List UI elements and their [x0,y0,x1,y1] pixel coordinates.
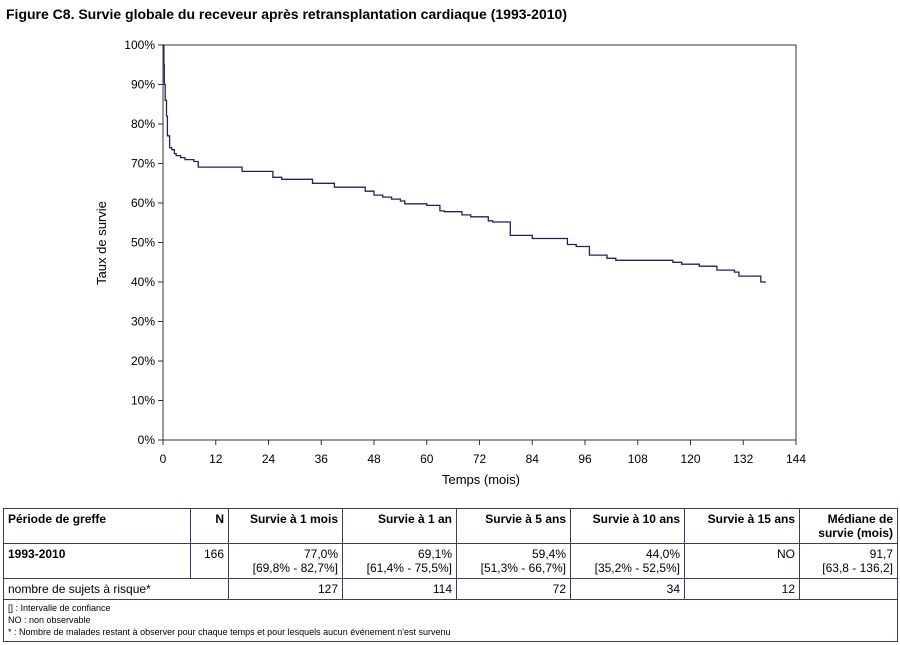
results-table: Période de greffe N Survie à 1 mois Surv… [3,508,898,642]
x-tick-label: 84 [526,452,540,466]
y-tick-label: 50% [131,236,155,250]
survival-chart: 0% 10% 20% 30% 40% 50% 60% 70% 80% 90% 100% 0 12 24 3… [94,38,806,487]
y-tick-label: 70% [131,157,155,171]
table-header-row: Période de greffe N Survie à 1 mois Surv… [3,508,898,544]
header-10-years: Survie à 10 ans [570,508,685,544]
x-axis: 0 12 24 36 48 60 72 84 96 108 120 132 144 [160,440,806,466]
median-value: 91,7 [869,547,893,561]
x-tick-label: 24 [262,452,276,466]
n-cell: 166 [190,543,229,579]
footnote-no: NO : non observable [8,615,91,625]
header-15-years: Survie à 15 ans [684,508,800,544]
x-tick-label: 0 [160,452,167,466]
figure-title: Figure C8. Survie globale du receveur ap… [6,6,567,22]
x-tick-label: 12 [209,452,223,466]
survival-value: 69,1% [417,547,452,561]
header-period: Période de greffe [3,508,191,544]
survival-15-years-cell: NO [684,543,800,579]
table-row: 1993-2010 166 77,0% [69,8% - 82,7%] 69,1… [3,543,898,579]
confidence-interval: [51,3% - 66,7%] [480,561,566,575]
survival-value: 77,0% [303,547,338,561]
header-5-years: Survie à 5 ans [456,508,571,544]
plot-frame [162,44,797,441]
x-tick-label: 120 [680,452,700,466]
x-tick-label: 72 [473,452,487,466]
survival-1-month-cell: 77,0% [69,8% - 82,7%] [228,543,343,579]
survival-value: 59,4% [531,547,566,561]
confidence-interval: [61,4% - 75,5%] [366,561,452,575]
period-cell: 1993-2010 [3,543,191,579]
y-tick-label: 60% [131,196,155,210]
survival-5-years-cell: 59,4% [51,3% - 66,7%] [456,543,571,579]
y-axis-label: Taux de survie [94,201,109,285]
x-tick-label: 60 [420,452,434,466]
confidence-interval: [35,2% - 52,5%] [594,561,680,575]
y-tick-label: 40% [131,275,155,289]
y-tick-label: 80% [131,117,155,131]
x-tick-label: 36 [315,452,329,466]
y-tick-label: 100% [124,38,155,52]
header-1-month: Survie à 1 mois [228,508,343,544]
x-tick-label: 144 [786,452,806,466]
y-tick-label: 20% [131,354,155,368]
survival-value: 44,0% [645,547,680,561]
x-tick-label: 48 [367,452,381,466]
at-risk-10-years: 34 [570,578,685,600]
at-risk-1-year: 114 [342,578,457,600]
at-risk-median-empty [799,578,898,600]
at-risk-5-years: 72 [456,578,571,600]
y-axis: 0% 10% 20% 30% 40% 50% 60% 70% 80% 90% 100% [124,38,163,447]
header-1-year: Survie à 1 an [342,508,457,544]
x-tick-label: 132 [733,452,753,466]
y-tick-label: 90% [131,78,155,92]
header-median: Médiane de survie (mois) [799,508,898,544]
table-row: nombre de sujets à risque* 127 114 72 34… [3,578,898,600]
survival-10-years-cell: 44,0% [35,2% - 52,5%] [570,543,685,579]
at-risk-15-years: 12 [684,578,800,600]
x-tick-label: 96 [578,452,592,466]
at-risk-1-month: 127 [228,578,343,600]
footnote-ci: [] : Intervalle de confiance [8,603,111,613]
header-n: N [190,508,229,544]
at-risk-label: nombre de sujets à risque* [3,578,229,600]
median-survival-cell: 91,7 [63,8 - 136,2] [799,543,898,579]
y-tick-label: 0% [138,433,156,447]
footnote-at-risk: * : Nombre de malades restant à observer… [8,627,451,637]
confidence-interval: [63,8 - 136,2] [822,561,893,575]
x-axis-label: Temps (mois) [442,472,520,487]
y-tick-label: 10% [131,394,155,408]
footnotes: [] : Intervalle de confiance NO : non ob… [3,599,898,642]
confidence-interval: [69,8% - 82,7%] [252,561,338,575]
survival-curve [163,44,766,283]
survival-1-year-cell: 69,1% [61,4% - 75,5%] [342,543,457,579]
y-tick-label: 30% [131,315,155,329]
footnote-row: [] : Intervalle de confiance NO : non ob… [3,599,898,642]
x-tick-label: 108 [628,452,648,466]
